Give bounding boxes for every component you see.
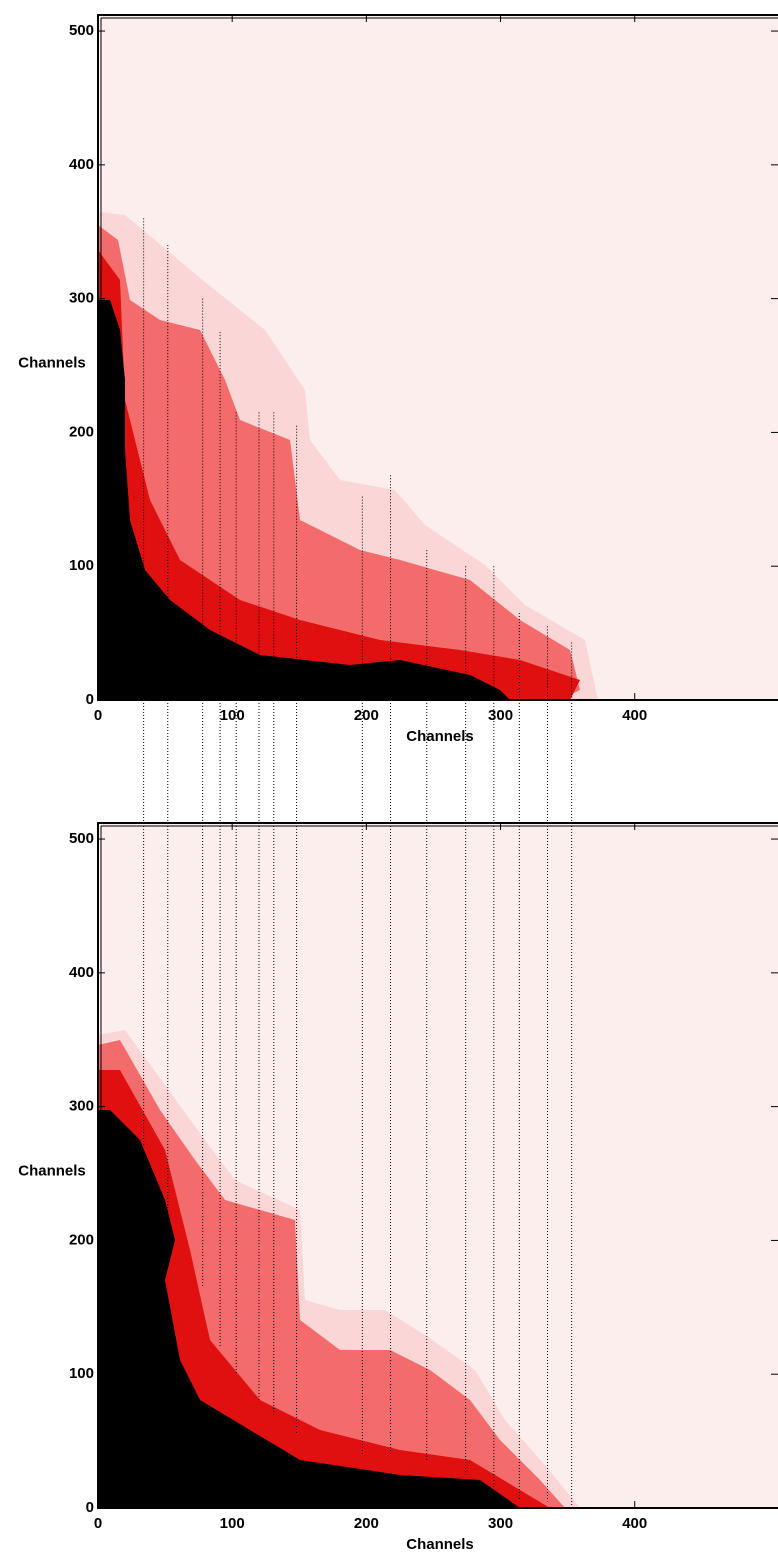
y-axis-label: Channels <box>18 354 86 371</box>
x-tick-label: 100 <box>220 707 245 724</box>
y-tick-label: 500 <box>69 22 94 39</box>
x-tick-label: 200 <box>354 707 379 724</box>
plot-frame <box>97 14 778 701</box>
y-tick-label: 200 <box>69 1231 94 1248</box>
y-tick-label: 200 <box>69 423 94 440</box>
density-mid <box>98 225 580 700</box>
x-axis-label: Channels <box>406 1536 474 1553</box>
y-axis-label: Channels <box>18 1162 86 1179</box>
y-tick-label: 400 <box>69 964 94 981</box>
density-high <box>98 1070 550 1508</box>
x-axis-label: Channels <box>406 728 474 745</box>
heatmap-bottom <box>98 823 778 1508</box>
y-tick-label: 100 <box>69 1365 94 1382</box>
y-tick-label: 300 <box>69 1098 94 1115</box>
x-tick-label: 200 <box>354 1515 379 1532</box>
density-max <box>98 1110 520 1508</box>
x-tick-label: 100 <box>220 1515 245 1532</box>
y-tick-label: 100 <box>69 557 94 574</box>
y-tick-label: 300 <box>69 290 94 307</box>
x-tick-label: 300 <box>488 707 513 724</box>
y-tick-label: 500 <box>69 830 94 847</box>
y-tick-label: 0 <box>86 1499 94 1516</box>
plot-frame <box>97 822 778 1509</box>
x-tick-label: 400 <box>622 1515 647 1532</box>
x-tick-label: 400 <box>622 707 647 724</box>
x-tick-label: 0 <box>94 1515 102 1532</box>
y-tick-label: 0 <box>86 691 94 708</box>
density-high <box>98 250 580 700</box>
density-max <box>98 300 510 700</box>
y-tick-label: 400 <box>69 156 94 173</box>
x-tick-label: 300 <box>488 1515 513 1532</box>
heatmap-top <box>98 15 778 700</box>
x-tick-label: 0 <box>94 707 102 724</box>
